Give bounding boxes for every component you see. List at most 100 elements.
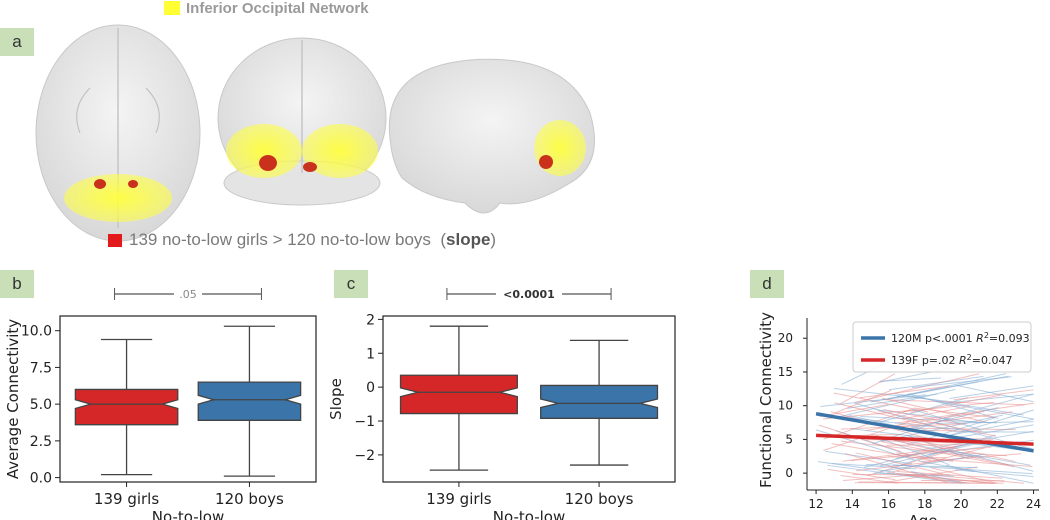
panel-tag-a: a	[0, 28, 34, 56]
x-tick-label: 24	[1026, 497, 1041, 511]
legend-label: Inferior Occipital Network	[186, 0, 369, 17]
trajectory	[956, 384, 1034, 403]
y-tick-label: 20	[778, 331, 793, 345]
chart-d: 12 14 16 18 20 22 24 0 5 10 15 20 Age Functional Conn…	[757, 312, 1041, 520]
trajectory	[840, 373, 896, 405]
x-tick-label: 139 girls	[94, 490, 159, 508]
trajectory	[953, 389, 1034, 401]
trajectory	[834, 388, 961, 404]
trajectory	[858, 481, 1004, 484]
y-tick-label: 5.0	[30, 397, 52, 413]
trajectory	[944, 409, 1034, 438]
y-tick-label: −2	[354, 448, 375, 464]
brain-views	[35, 24, 595, 242]
trajectory	[950, 393, 1034, 404]
trajectory	[922, 453, 1022, 463]
legend: 120M p<.0001 R2=0.093 139F p=.02 R2=0.047	[852, 321, 1032, 373]
x-tick-label: 18	[917, 497, 932, 511]
top-legend: Inferior Occipital Network	[164, 0, 369, 17]
y-tick-label: 0.0	[30, 471, 52, 487]
trajectory	[881, 441, 1015, 468]
trajectory	[932, 474, 1025, 484]
x-axis-label: Age	[908, 512, 937, 520]
x-tick-label: 22	[990, 497, 1005, 511]
x-tick-label: 16	[881, 497, 896, 511]
trajectory	[893, 393, 1024, 416]
trajectory	[850, 446, 992, 462]
y-axis-label: Functional Connectivity	[757, 312, 775, 488]
brain-back-view	[217, 37, 387, 206]
x-tick-label: 120 boys	[215, 490, 284, 508]
caption-text: 139 no-to-low girls > 120 no-to-low boys…	[129, 230, 447, 249]
trajectory	[918, 460, 975, 472]
trajectory	[941, 418, 1034, 438]
brain-top-view	[35, 24, 201, 242]
box-1	[197, 381, 302, 421]
x-tick-label: 12	[808, 497, 823, 511]
caption-close: )	[490, 230, 497, 249]
legend-label: 120M p<.0001 R2=0.093	[891, 331, 1030, 345]
trajectory	[907, 393, 999, 419]
y-tick-label: 2.5	[30, 434, 52, 450]
trajectory	[913, 407, 996, 419]
trajectory	[833, 392, 929, 413]
y-tick-label: −1	[354, 414, 375, 430]
caption-swatch-red	[108, 233, 122, 247]
y-tick-label: 5	[785, 432, 793, 446]
trajectory	[820, 394, 926, 407]
trajectory	[903, 401, 995, 413]
trajectory	[887, 456, 947, 459]
y-tick-label: 7.5	[30, 360, 52, 376]
caption-bold: slope	[446, 230, 491, 249]
trajectory	[879, 377, 942, 382]
trajectory	[949, 385, 1034, 400]
trajectory	[847, 393, 938, 409]
trajectory	[936, 400, 1034, 420]
legend-box	[852, 321, 1032, 373]
trajectory	[817, 461, 895, 473]
y-tick-label: 0	[785, 466, 793, 480]
box-0	[74, 388, 179, 426]
y-tick-label: 2	[366, 312, 375, 328]
sig-label-bg	[174, 285, 202, 303]
y-tick-label: 10.0	[21, 324, 52, 340]
panel-tag-b: b	[0, 270, 34, 298]
y-axis-label: Slope	[330, 378, 345, 420]
panel-a-caption: 139 no-to-low girls > 120 no-to-low boys…	[108, 230, 496, 250]
x-axis-label: No-to-low	[493, 508, 565, 520]
sig-label: <0.0001	[503, 288, 555, 301]
legend-label: 139F p=.02 R2=0.047	[891, 353, 1012, 367]
plot-frame	[59, 315, 317, 483]
regression-line-1	[815, 433, 1034, 446]
trajectory	[855, 373, 980, 403]
trajectory	[855, 452, 943, 475]
sig-label: .05	[179, 288, 197, 301]
trajectory	[859, 385, 950, 399]
trajectory	[889, 411, 1013, 429]
trajectory	[831, 443, 932, 461]
trajectory	[945, 464, 1034, 484]
trajectory	[880, 453, 985, 473]
y-tick-label: 10	[778, 399, 793, 413]
panel-tag-c: c	[334, 270, 368, 298]
sig-label-bg	[496, 285, 562, 303]
trajectory	[878, 410, 997, 437]
trajectory	[910, 470, 967, 484]
x-tick-label: 14	[845, 497, 860, 511]
x-axis-label: No-to-low	[152, 508, 224, 520]
trajectory	[956, 451, 1034, 472]
trajectory	[883, 408, 961, 425]
y-tick-label: 1	[366, 346, 375, 362]
panel-tag-d: d	[750, 270, 784, 298]
box-1	[540, 384, 659, 419]
regression-line-0	[815, 412, 1034, 453]
y-axis-label: Average Connectivity	[4, 319, 22, 479]
brain-side-view	[388, 58, 595, 214]
legend-swatch-yellow	[164, 1, 180, 15]
x-tick-label: 20	[953, 497, 968, 511]
box-0	[399, 374, 518, 415]
x-tick-label: 139 girls	[426, 490, 491, 508]
y-tick-label: 15	[778, 365, 793, 379]
